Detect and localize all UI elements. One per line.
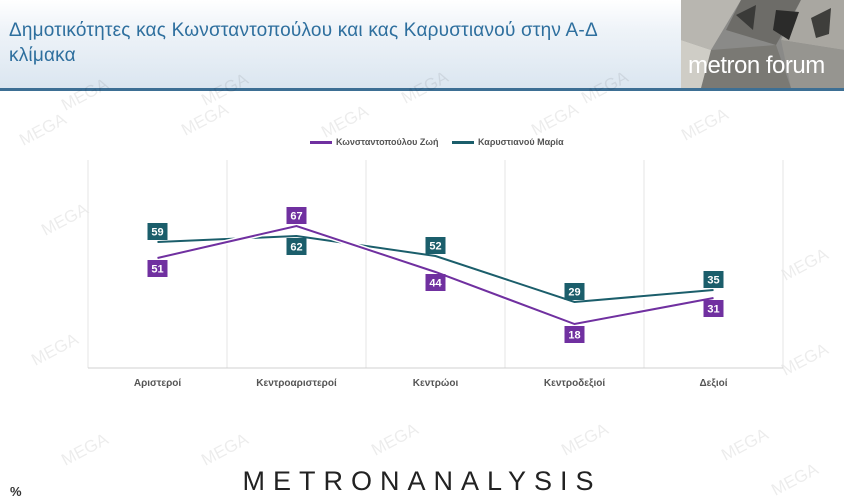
brand-logo-text: metron forum bbox=[688, 52, 825, 79]
percent-symbol: % bbox=[10, 484, 22, 499]
data-label-box bbox=[703, 271, 724, 288]
data-label: 31 bbox=[707, 304, 719, 316]
data-label: 44 bbox=[429, 278, 442, 290]
metron-forum-logo bbox=[681, 0, 844, 88]
legend-label: Κωνσταντοπούλου Ζωή bbox=[336, 137, 439, 147]
data-label-box bbox=[286, 238, 307, 255]
data-label: 35 bbox=[707, 275, 719, 287]
chart-legend: Κωνσταντοπούλου Ζωή Καρυστιανού Μαρία bbox=[0, 137, 844, 151]
data-label: 51 bbox=[151, 264, 163, 276]
data-label-box bbox=[425, 274, 446, 291]
header-divider bbox=[0, 88, 844, 91]
data-label-box bbox=[564, 326, 585, 343]
x-tick-label: Δεξιοί bbox=[699, 378, 727, 389]
metron-analysis-logo: METRONANALYSIS bbox=[242, 466, 602, 496]
data-label: 52 bbox=[429, 241, 441, 253]
legend-label: Καρυστιανού Μαρία bbox=[478, 137, 564, 147]
data-label: 18 bbox=[568, 330, 580, 342]
data-label-box bbox=[564, 283, 585, 300]
legend-item: Κωνσταντοπούλου Ζωή bbox=[310, 137, 438, 147]
slide-title: Δημοτικότητες κας Κωνσταντοπούλου και κα… bbox=[9, 20, 597, 66]
data-label: 67 bbox=[290, 211, 302, 223]
data-label: 29 bbox=[568, 287, 580, 299]
legend-item: Καρυστιανού Μαρία bbox=[452, 137, 564, 147]
x-tick-label: Αριστεροί bbox=[134, 378, 182, 389]
x-tick-label: Κεντροαριστεροί bbox=[256, 378, 337, 389]
legend-swatch bbox=[452, 140, 474, 144]
data-label-box bbox=[147, 260, 168, 277]
data-label-box bbox=[147, 223, 168, 240]
data-label: 59 bbox=[151, 227, 163, 239]
data-label-box bbox=[425, 237, 446, 254]
x-tick-label: Κεντροδεξιοί bbox=[544, 378, 605, 389]
x-tick-label: Κεντρώοι bbox=[413, 378, 459, 389]
data-label-box bbox=[703, 300, 724, 317]
legend-swatch bbox=[310, 140, 332, 144]
data-label-box bbox=[286, 207, 307, 224]
data-label: 62 bbox=[290, 242, 302, 254]
series-line bbox=[157, 224, 714, 326]
